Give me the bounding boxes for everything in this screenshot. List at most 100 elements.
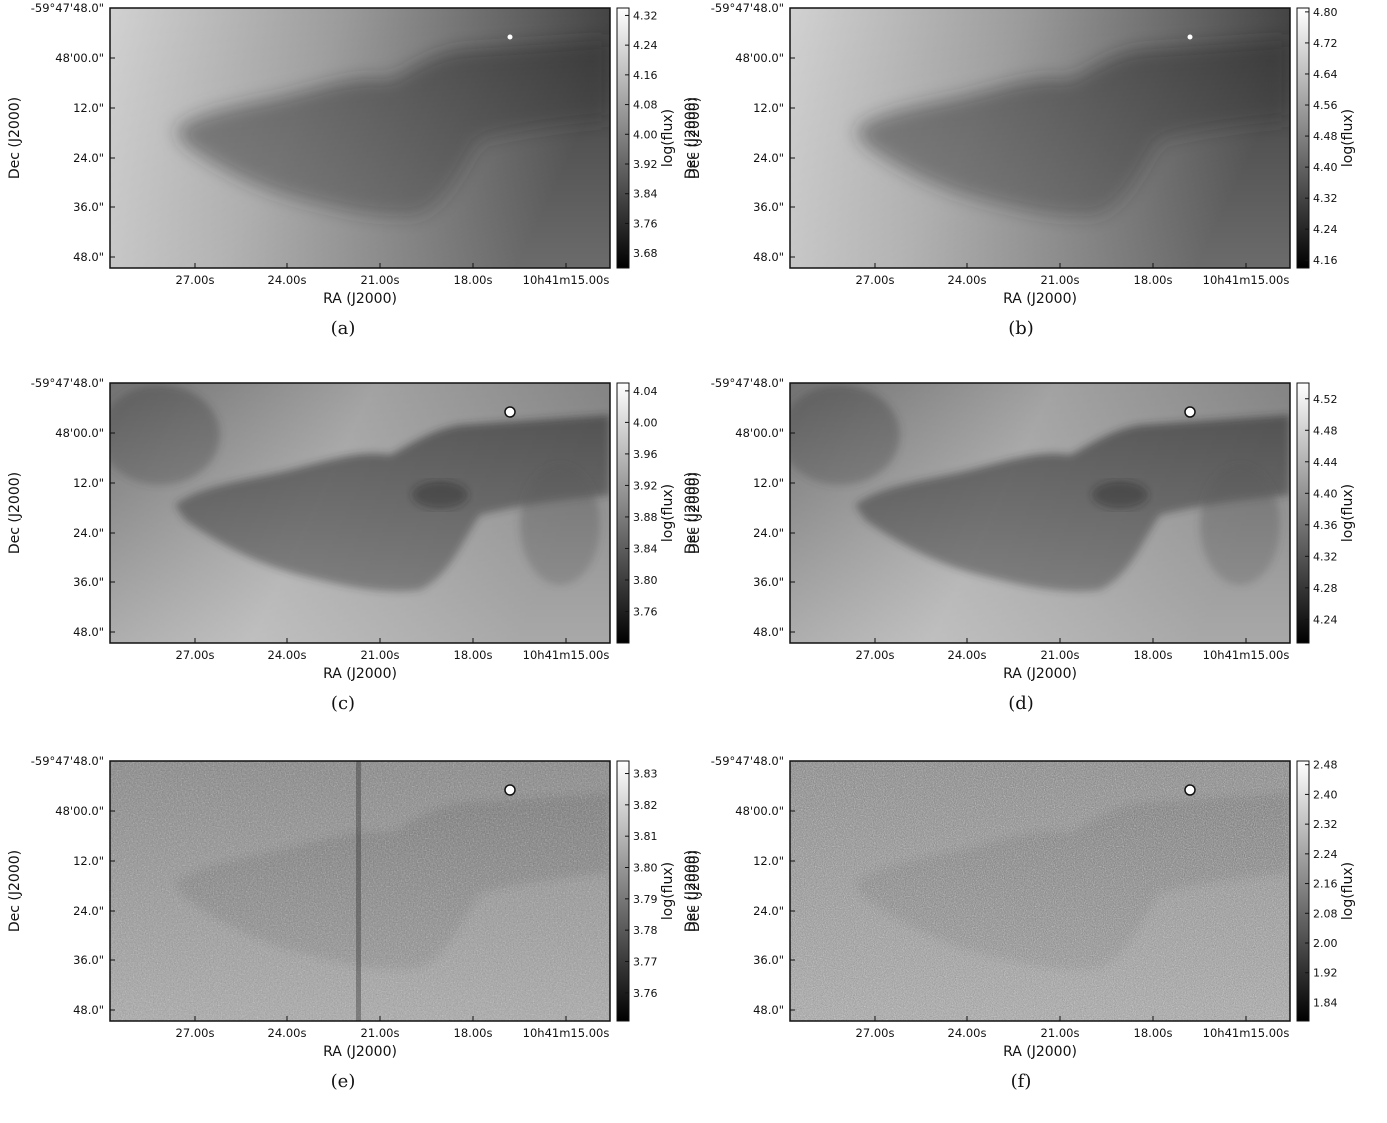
x-tick-label: 24.00s (268, 648, 307, 662)
x-tick-label: 10h41m15.00s (1203, 648, 1290, 662)
y-tick-label: 24.0" (73, 904, 104, 918)
y-tick-label: 48'00.0" (55, 804, 104, 818)
y-tick-label: 24.0" (73, 151, 104, 165)
x-axis-title: RA (J2000) (323, 291, 397, 307)
colorbar (616, 382, 630, 644)
caption-e: (e) (330, 1071, 356, 1092)
y-tick-label: 48.0" (753, 625, 784, 639)
y-tick-label: 36.0" (753, 575, 784, 589)
panel-e-svg: 27.00s 24.00s 21.00s 18.00s 10h41m15.00s -59°… (7, 754, 699, 1060)
colorbar-tick-label: 3.81 (633, 830, 658, 843)
y-tick-label: 48.0" (753, 250, 784, 264)
y-tick-label: 36.0" (73, 953, 104, 967)
colorbar-tick-label: 4.80 (1313, 6, 1338, 19)
image-frame (789, 760, 1291, 1022)
y-tick-label: 24.0" (73, 526, 104, 540)
y-tick-label: 36.0" (73, 200, 104, 214)
colorbar-label: log(flux) (1340, 109, 1356, 167)
bright-star (1184, 784, 1196, 796)
y-tick-label: 12.0" (73, 854, 104, 868)
x-axis-title: RA (J2000) (1003, 666, 1077, 682)
caption-f: (f) (1010, 1071, 1032, 1092)
y-tick-label: 12.0" (753, 854, 784, 868)
image-area (790, 383, 1290, 643)
colorbar-tick-label: 4.24 (633, 39, 658, 52)
caption-a: (a) (330, 318, 356, 339)
colorbar-tick-label: 4.16 (633, 69, 658, 82)
x-tick-label: 21.00s (1041, 273, 1080, 287)
y-axis-title: Dec (J2000) (687, 97, 703, 179)
bright-star (504, 784, 516, 796)
image-frame (109, 382, 611, 644)
colorbar-tick-label: 3.96 (633, 448, 658, 461)
image-area (790, 8, 1290, 268)
y-axis-title-right: Dec (J2000) (683, 472, 699, 554)
image-frame (109, 7, 611, 269)
x-tick-label: 21.00s (361, 273, 400, 287)
colorbar-tick-label: 3.83 (633, 768, 658, 781)
y-tick-label: -59°47'48.0" (31, 1, 104, 15)
figure-panel-d: 27.00s 24.00s 21.00s 18.00s 10h41m15.00s -59°… (680, 375, 1370, 745)
x-tick-label: 24.00s (268, 273, 307, 287)
panel-b-svg: 27.00s 24.00s 21.00s 18.00s 10h41m15.00s -59°… (687, 1, 1356, 307)
colorbar-tick-label: 2.32 (1313, 818, 1338, 831)
y-tick-label: 24.0" (753, 904, 784, 918)
x-tick-label: 21.00s (361, 1026, 400, 1040)
y-axis-title: Dec (J2000) (7, 97, 23, 179)
y-tick-label: -59°47'48.0" (711, 754, 784, 768)
y-axis-title: Dec (J2000) (7, 850, 23, 932)
x-tick-label: 10h41m15.00s (1203, 1026, 1290, 1040)
colorbar-tick-label: 4.00 (633, 416, 658, 429)
image-area (110, 8, 610, 268)
y-axis-title-right: Dec (J2000) (683, 97, 699, 179)
colorbar-tick-label: 3.76 (633, 605, 658, 618)
x-axis-title: RA (J2000) (1003, 1044, 1077, 1060)
x-tick-label: 10h41m15.00s (523, 1026, 610, 1040)
caption-d: (d) (1008, 693, 1034, 714)
x-tick-label: 10h41m15.00s (523, 648, 610, 662)
colorbar-tick-label: 3.76 (633, 987, 658, 1000)
colorbar (616, 7, 630, 269)
colorbar-tick-label: 4.28 (1313, 582, 1338, 595)
y-tick-label: 48'00.0" (735, 426, 784, 440)
colorbar-label: log(flux) (660, 109, 676, 167)
y-tick-label: 48.0" (73, 625, 104, 639)
panel-f-svg: 27.00s 24.00s 21.00s 18.00s 10h41m15.00s -59°… (687, 754, 1356, 1060)
x-axis-title: RA (J2000) (323, 1044, 397, 1060)
x-tick-label: 21.00s (1041, 648, 1080, 662)
bright-star (504, 406, 516, 418)
colorbar-tick-label: 4.08 (633, 99, 658, 112)
x-tick-label: 18.00s (1134, 273, 1173, 287)
y-tick-label: -59°47'48.0" (711, 1, 784, 15)
colorbar-tick-label: 3.84 (633, 542, 658, 555)
colorbar-tick-label: 1.92 (1313, 967, 1338, 980)
x-tick-label: 18.00s (454, 1026, 493, 1040)
y-tick-label: 48'00.0" (735, 804, 784, 818)
y-tick-label: 48.0" (73, 250, 104, 264)
colorbar-label: log(flux) (1340, 862, 1356, 920)
image-vertical-shade (110, 8, 610, 268)
colorbar-tick-label: 3.84 (633, 188, 658, 201)
x-tick-label: 10h41m15.00s (1203, 273, 1290, 287)
caption-b: (b) (1008, 318, 1034, 339)
colorbar (1296, 760, 1310, 1022)
y-tick-label: 24.0" (753, 526, 784, 540)
colorbar-tick-label: 4.36 (1313, 519, 1338, 532)
x-tick-label: 18.00s (1134, 648, 1173, 662)
panel-c-svg: 27.00s 24.00s 21.00s 18.00s 10h41m15.00s -59°… (7, 376, 699, 682)
x-tick-label: 27.00s (176, 1026, 215, 1040)
panel-d-svg: 27.00s 24.00s 21.00s 18.00s 10h41m15.00s -59°… (687, 376, 1356, 682)
colorbar-tick-label: 3.78 (633, 924, 658, 937)
x-tick-label: 24.00s (948, 273, 987, 287)
figure-panel-b: 27.00s 24.00s 21.00s 18.00s 10h41m15.00s -59°… (680, 0, 1370, 370)
colorbar-tick-label: 3.88 (633, 511, 658, 524)
bright-star (1187, 34, 1193, 40)
y-tick-label: 36.0" (73, 575, 104, 589)
y-tick-label: 36.0" (753, 953, 784, 967)
colorbar-tick-label: 4.24 (1313, 223, 1338, 236)
y-axis-title: Dec (J2000) (7, 472, 23, 554)
y-tick-label: 48.0" (73, 1003, 104, 1017)
x-tick-label: 27.00s (176, 273, 215, 287)
bright-star (1184, 406, 1196, 418)
colorbar-tick-label: 4.32 (1313, 550, 1338, 563)
